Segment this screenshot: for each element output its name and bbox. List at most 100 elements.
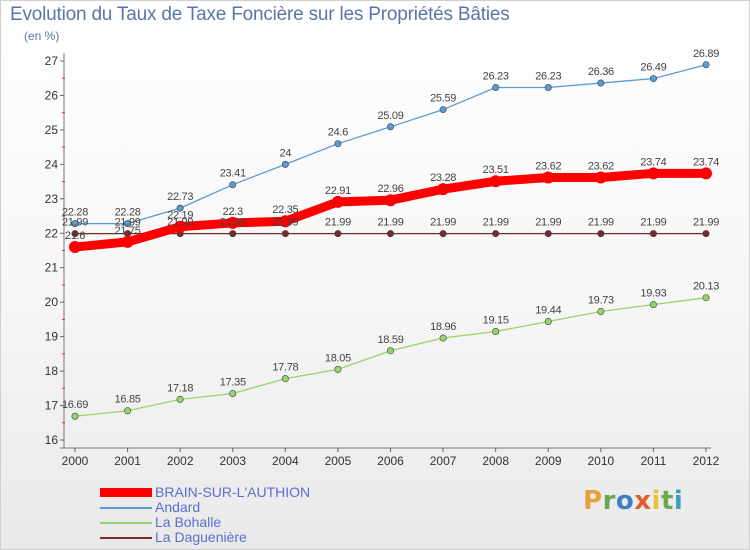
data-label: 25.59 [430,93,456,105]
data-label: 23.62 [588,160,614,172]
legend-swatch [100,488,152,497]
legend-swatch [100,537,152,539]
data-label: 23.28 [430,172,456,184]
x-tick-label: 2001 [114,454,141,468]
y-tick-label: 26 [45,88,59,102]
data-point [229,181,237,189]
logo-letter: i [673,486,684,516]
data-point [174,220,187,233]
data-point [702,294,710,302]
logo-letter: P [583,486,603,516]
legend-swatch [100,507,152,509]
data-label: 21.99 [377,217,403,229]
logo-letter: i [651,486,661,516]
data-label: 21.99 [483,217,509,229]
data-label: 21.99 [220,217,246,229]
data-label: 23.74 [640,156,666,168]
data-point [649,301,657,309]
data-label: 22.28 [115,207,141,219]
data-label: 22.91 [325,185,351,197]
y-tick-label: 16 [45,433,59,447]
data-point [544,317,552,325]
data-point [439,230,447,238]
x-tick-label: 2008 [482,454,509,468]
y-tick-label: 19 [45,330,59,344]
data-point [597,307,605,315]
data-label: 23.41 [220,168,246,180]
x-tick-label: 2011 [641,454,667,468]
data-label: 21.99 [115,217,141,229]
data-point [334,365,342,373]
data-point [124,407,132,415]
data-point [69,241,81,254]
logo-letter: t [660,486,674,516]
data-label: 21.99 [640,217,666,229]
data-label: 16.85 [115,394,141,406]
data-point [281,375,289,383]
data-label: 17.18 [167,382,193,394]
data-label: 21.99 [272,217,298,229]
x-tick-label: 2012 [693,454,720,468]
data-point [279,215,292,228]
data-label: 21.75 [115,225,141,237]
y-tick-label: 22 [45,226,59,240]
legend-label: Andard [155,499,201,515]
data-point [492,327,500,335]
data-label: 24 [280,147,292,159]
data-label: 17.78 [272,362,298,374]
data-label: 22.19 [167,210,193,222]
data-point [597,230,605,238]
data-point [702,230,710,238]
data-label: 21.99 [588,217,614,229]
data-label: 25.09 [377,110,403,122]
data-label: 21.99 [693,217,719,229]
legend-label: La Daguenière [155,529,247,545]
data-point [176,395,184,403]
data-label: 18.96 [430,321,456,333]
data-label: 19.44 [535,304,561,316]
data-point [489,175,502,188]
data-point [492,84,500,92]
data-point [649,230,657,238]
data-label: 26.36 [588,66,614,78]
x-tick-label: 2006 [377,454,404,468]
data-label: 22.96 [377,183,403,195]
data-point [384,194,397,207]
data-point [71,412,79,420]
y-tick-label: 27 [45,54,59,68]
y-tick-label: 20 [45,295,59,309]
data-label: 21.99 [62,217,88,229]
data-label: 19.93 [640,288,666,300]
data-label: 22.3 [223,206,243,218]
data-label: 18.59 [377,334,403,346]
legend-label: BRAIN-SUR-L'AUTHION [155,484,311,500]
data-point [597,79,605,87]
data-label: 19.73 [588,294,614,306]
data-label: 26.23 [483,71,509,83]
data-label: 21.99 [167,217,193,229]
y-tick-label: 18 [45,364,59,378]
data-label: 20.13 [693,281,719,293]
data-label: 26.89 [693,48,719,60]
x-tick-label: 2000 [62,454,89,468]
x-tick-label: 2005 [325,454,352,468]
data-point [649,75,657,83]
data-point [594,171,607,184]
data-label: 17.35 [220,376,246,388]
data-label: 19.15 [483,314,509,326]
data-label: 22.35 [272,204,298,216]
data-label: 21.99 [430,217,456,229]
logo-letter: r [602,486,616,516]
data-point [492,230,500,238]
x-tick-label: 2010 [587,454,614,468]
data-point [71,220,79,228]
y-tick-label: 25 [45,123,59,137]
y-tick-label: 23 [45,192,59,206]
data-label: 21.6 [65,230,85,242]
data-point [281,230,289,238]
data-point [544,84,552,92]
data-point [71,230,79,238]
data-point [124,220,132,228]
